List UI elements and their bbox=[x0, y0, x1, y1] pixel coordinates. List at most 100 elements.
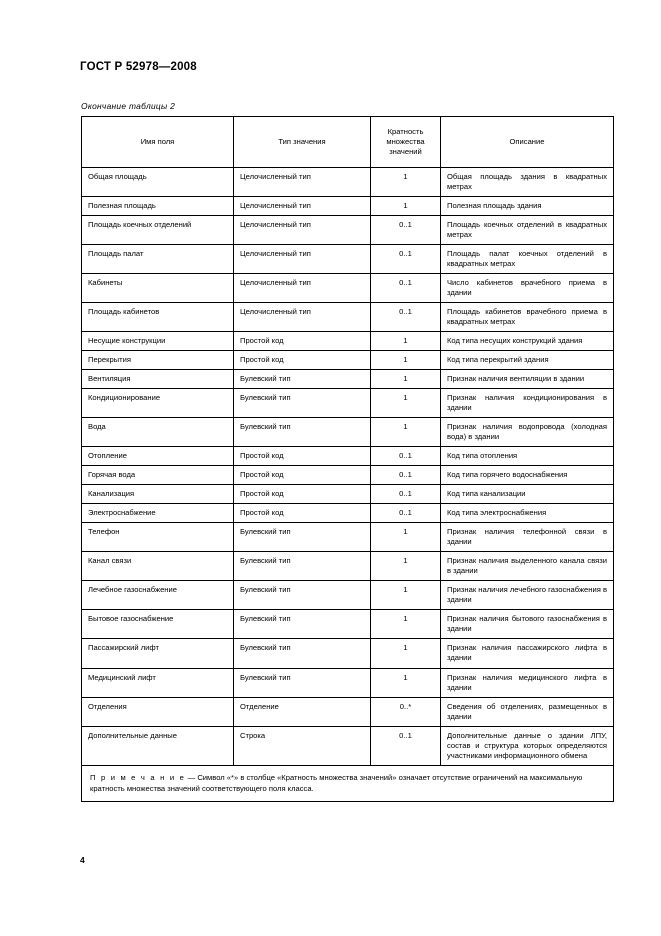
table-note: П р и м е ч а н и е — Символ «*» в столб… bbox=[81, 764, 614, 802]
table-row: Вода Булевский тип 1 Признак наличия водопр… bbox=[81, 417, 614, 448]
cell-field-name: Общая площадь bbox=[81, 166, 234, 198]
cell-value-type: Булевский тип bbox=[233, 522, 371, 553]
table-row: Канал связи Булевский тип 1 Признак наличия… bbox=[81, 551, 614, 582]
table-note-row: П р и м е ч а н и е — Символ «*» в столб… bbox=[81, 764, 614, 802]
cell-value-type: Целочисленный тип bbox=[233, 215, 371, 246]
cell-field-name: Канализация bbox=[81, 484, 234, 505]
table-row: Отделения Отделение 0..* Сведения об отделе… bbox=[81, 696, 614, 727]
cell-cardinality: 1 bbox=[370, 580, 441, 611]
cell-cardinality: 0..1 bbox=[370, 215, 441, 246]
standard-number-header: ГОСТ Р 52978—2008 bbox=[80, 61, 197, 73]
cell-field-name: Электроснабжение bbox=[81, 503, 234, 524]
cell-description: Признак наличия медицинского лифта в зда… bbox=[440, 667, 614, 698]
cell-description: Полезная площадь здания bbox=[440, 196, 614, 217]
table-header-row: Имя поля Тип значения Кратность множеств… bbox=[81, 116, 614, 168]
cell-description: Код типа горячего водоснабжения bbox=[440, 465, 614, 486]
cell-cardinality: 0..1 bbox=[370, 503, 441, 524]
cell-value-type: Булевский тип bbox=[233, 609, 371, 640]
cell-value-type: Простой код bbox=[233, 484, 371, 505]
cell-field-name: Вода bbox=[81, 417, 234, 448]
table-body: Общая площадь Целочисленный тип 1 Общая пло… bbox=[81, 166, 614, 802]
cell-field-name: Отопление bbox=[81, 446, 234, 467]
table-caption: Окончание таблицы 2 bbox=[81, 101, 176, 111]
cell-field-name: Перекрытия bbox=[81, 350, 234, 371]
table-row: Медицинский лифт Булевский тип 1 Признак на… bbox=[81, 667, 614, 698]
cell-description: Признак наличия пассажирского лифта в зд… bbox=[440, 638, 614, 669]
cell-value-type: Простой код bbox=[233, 331, 371, 352]
cell-cardinality: 1 bbox=[370, 166, 441, 198]
cell-value-type: Булевский тип bbox=[233, 667, 371, 698]
cell-value-type: Целочисленный тип bbox=[233, 244, 371, 275]
cell-value-type: Булевский тип bbox=[233, 580, 371, 611]
cell-field-name: Канал связи bbox=[81, 551, 234, 582]
cell-description: Признак наличия выделенного ка­нала связ… bbox=[440, 551, 614, 582]
table-row: Площадь коечных отделений Целочисленный т… bbox=[81, 215, 614, 246]
cell-description: Код типа несущих конструкций зда­ния bbox=[440, 331, 614, 352]
cell-value-type: Целочисленный тип bbox=[233, 166, 371, 198]
cell-cardinality: 1 bbox=[370, 667, 441, 698]
column-header-cardinality: Кратность множества значений bbox=[370, 116, 441, 168]
table-row: Канализация Простой код 0..1 Код типа канал… bbox=[81, 484, 614, 505]
cell-cardinality: 1 bbox=[370, 350, 441, 371]
table-row: Перекрытия Простой код 1 Код типа перекрыти… bbox=[81, 350, 614, 371]
table-header: Имя поля Тип значения Кратность множеств… bbox=[81, 116, 614, 168]
cell-cardinality: 1 bbox=[370, 331, 441, 352]
cell-value-type: Булевский тип bbox=[233, 369, 371, 390]
cell-field-name: Вентиляция bbox=[81, 369, 234, 390]
cell-cardinality: 1 bbox=[370, 522, 441, 553]
cell-cardinality: 0..1 bbox=[370, 302, 441, 333]
cell-field-name: Полезная площадь bbox=[81, 196, 234, 217]
cell-description: Общая площадь здания в квадрат­ных метра… bbox=[440, 166, 614, 198]
table-row: Общая площадь Целочисленный тип 1 Общая пло… bbox=[81, 166, 614, 198]
cell-description: Число кабинетов врачебного прие­ма в зда… bbox=[440, 273, 614, 304]
table-note-lead: П р и м е ч а н и е bbox=[90, 772, 186, 782]
cell-description: Сведения об отделениях, разме­щенных в з… bbox=[440, 696, 614, 727]
cell-cardinality: 0..1 bbox=[370, 446, 441, 467]
column-header-value-type: Тип значения bbox=[233, 116, 371, 168]
cell-field-name: Несущие конструкции bbox=[81, 331, 234, 352]
table-row: Площадь кабинетов Целочисленный тип 0..1 Пл… bbox=[81, 302, 614, 333]
table-row: Телефон Булевский тип 1 Признак наличия тел… bbox=[81, 522, 614, 553]
cell-description: Код типа отопления bbox=[440, 446, 614, 467]
cell-value-type: Целочисленный тип bbox=[233, 302, 371, 333]
cell-cardinality: 1 bbox=[370, 609, 441, 640]
cell-field-name: Кондиционирование bbox=[81, 388, 234, 419]
cell-cardinality: 0..1 bbox=[370, 484, 441, 505]
cell-field-name: Площадь коечных отделений bbox=[81, 215, 234, 246]
table-row: Электроснабжение Простой код 0..1 Код типа … bbox=[81, 503, 614, 524]
column-header-description: Описание bbox=[440, 116, 614, 168]
cell-cardinality: 0..* bbox=[370, 696, 441, 727]
cell-value-type: Булевский тип bbox=[233, 417, 371, 448]
cell-description: Признак наличия лечебного газо­снабжения… bbox=[440, 580, 614, 611]
cell-description: Признак наличия водопровода (хо­лодная в… bbox=[440, 417, 614, 448]
cell-value-type: Простой код bbox=[233, 503, 371, 524]
cell-description: Код типа перекрытий здания bbox=[440, 350, 614, 371]
cell-field-name: Телефон bbox=[81, 522, 234, 553]
cell-description: Площадь палат коечных отделений в квадра… bbox=[440, 244, 614, 275]
cell-cardinality: 1 bbox=[370, 369, 441, 390]
cell-field-name: Пассажирский лифт bbox=[81, 638, 234, 669]
cell-description: Признак наличия бытового газо­снабжения … bbox=[440, 609, 614, 640]
table-row: Горячая вода Простой код 0..1 Код типа горя… bbox=[81, 465, 614, 486]
table-row: Полезная площадь Целочисленный тип 1 Полезн… bbox=[81, 196, 614, 217]
cell-field-name: Дополнительные данные bbox=[81, 725, 234, 766]
table-row: Площадь палат Целочисленный тип 0..1 Площад… bbox=[81, 244, 614, 275]
cell-cardinality: 0..1 bbox=[370, 725, 441, 766]
cell-description: Признак наличия кондиционирова­ния в зда… bbox=[440, 388, 614, 419]
table-row: Кондиционирование Булевский тип 1 Признак н… bbox=[81, 388, 614, 419]
table-row: Отопление Простой код 0..1 Код типа отоплен… bbox=[81, 446, 614, 467]
cell-field-name: Горячая вода bbox=[81, 465, 234, 486]
table-row: Дополнительные данные Строка 0..1 Дополните… bbox=[81, 725, 614, 766]
cell-cardinality: 1 bbox=[370, 638, 441, 669]
cell-description: Код типа электроснабжения bbox=[440, 503, 614, 524]
cell-value-type: Целочисленный тип bbox=[233, 273, 371, 304]
page-number: 4 bbox=[80, 855, 85, 865]
cardinality-header-line-1: Кратность bbox=[387, 126, 424, 136]
cell-cardinality: 1 bbox=[370, 551, 441, 582]
cell-field-name: Медицинский лифт bbox=[81, 667, 234, 698]
table-row: Лечебное газоснабжение Булевский тип 1 Приз… bbox=[81, 580, 614, 611]
cell-description: Площадь коечных отделений в квадратных м… bbox=[440, 215, 614, 246]
cell-description: Площадь кабинетов врачебного приема в кв… bbox=[440, 302, 614, 333]
cardinality-header-line-2: множества bbox=[386, 136, 425, 146]
